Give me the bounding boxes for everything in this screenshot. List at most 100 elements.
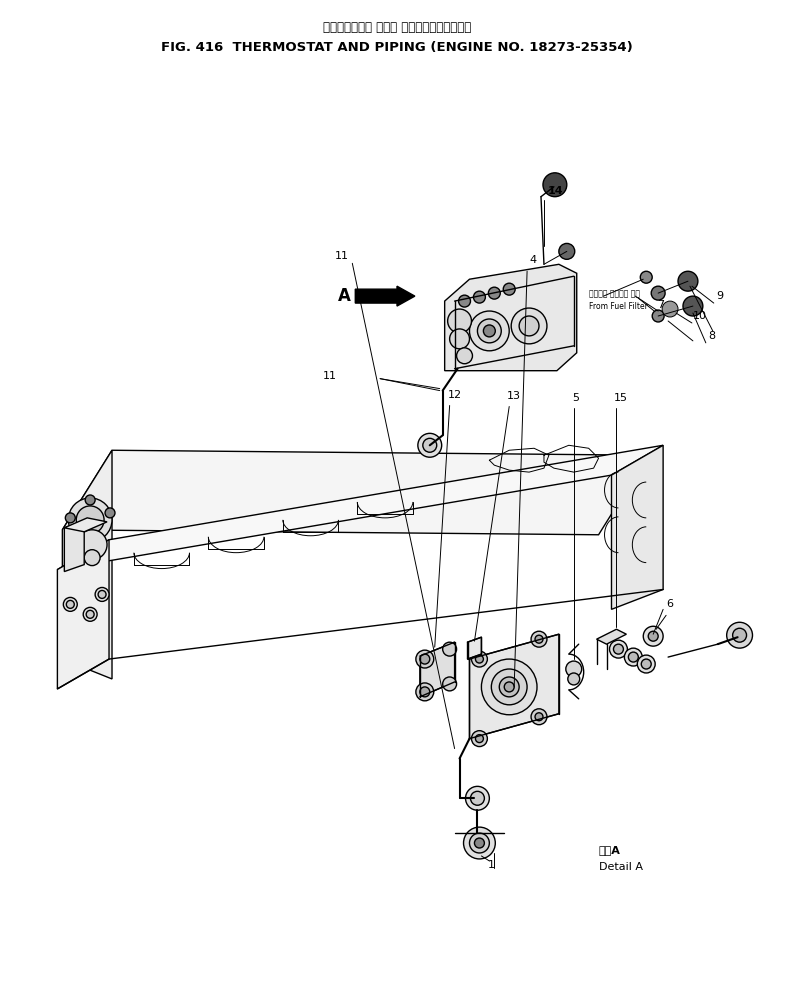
Circle shape [84, 550, 100, 566]
Text: 9: 9 [715, 291, 723, 301]
Circle shape [531, 631, 547, 647]
Circle shape [662, 301, 678, 317]
Polygon shape [57, 540, 109, 689]
Circle shape [511, 308, 547, 344]
Circle shape [491, 669, 527, 705]
Text: 6: 6 [666, 599, 673, 609]
Circle shape [98, 590, 106, 598]
Circle shape [628, 652, 638, 662]
Text: 7: 7 [657, 300, 665, 311]
Circle shape [64, 597, 77, 611]
Polygon shape [57, 445, 663, 570]
Circle shape [83, 607, 97, 621]
Circle shape [477, 319, 501, 343]
Circle shape [67, 600, 75, 608]
Circle shape [638, 655, 655, 673]
Circle shape [652, 310, 664, 322]
Circle shape [416, 650, 434, 668]
Text: サーモスタット および パイピング　適用号機: サーモスタット および パイピング 適用号機 [323, 21, 471, 34]
Polygon shape [445, 264, 576, 371]
Polygon shape [64, 521, 84, 572]
Polygon shape [64, 518, 107, 532]
Polygon shape [468, 637, 481, 659]
Circle shape [471, 791, 484, 805]
Circle shape [472, 731, 488, 747]
Circle shape [472, 651, 488, 667]
Circle shape [469, 833, 489, 853]
Text: 5: 5 [572, 393, 579, 403]
Circle shape [484, 325, 495, 337]
Text: A: A [337, 287, 350, 306]
Circle shape [476, 655, 484, 663]
Circle shape [651, 286, 665, 300]
Circle shape [469, 311, 509, 351]
Circle shape [416, 683, 434, 701]
Circle shape [733, 628, 746, 642]
Circle shape [643, 626, 663, 646]
Circle shape [457, 348, 472, 364]
Text: FIG. 416  THERMOSTAT AND PIPING (ENGINE NO. 18273-25354): FIG. 416 THERMOSTAT AND PIPING (ENGINE N… [161, 41, 633, 53]
Text: 10: 10 [693, 311, 707, 321]
Text: 12: 12 [448, 390, 462, 400]
Circle shape [683, 296, 703, 316]
Circle shape [65, 513, 75, 523]
Circle shape [543, 173, 567, 197]
Circle shape [449, 329, 469, 349]
Circle shape [642, 659, 651, 669]
Circle shape [423, 438, 437, 452]
Circle shape [481, 659, 537, 715]
Polygon shape [611, 445, 663, 609]
Text: 14: 14 [548, 186, 564, 196]
Text: 4: 4 [529, 255, 536, 265]
Circle shape [488, 287, 500, 299]
Circle shape [459, 295, 471, 307]
Circle shape [503, 283, 515, 295]
Circle shape [68, 498, 112, 542]
Text: 11: 11 [334, 251, 349, 261]
Circle shape [504, 682, 515, 692]
Circle shape [473, 291, 485, 303]
Circle shape [420, 654, 430, 664]
Text: 15: 15 [614, 393, 627, 403]
Circle shape [535, 635, 543, 643]
Text: フュエル フィルタ より: フュエル フィルタ より [588, 289, 640, 298]
Circle shape [105, 508, 115, 518]
Circle shape [85, 495, 95, 505]
Circle shape [727, 622, 753, 648]
Circle shape [420, 687, 430, 697]
Circle shape [476, 735, 484, 743]
Circle shape [443, 642, 457, 656]
Text: 詳細A: 詳細A [599, 845, 620, 854]
Circle shape [475, 838, 484, 848]
Circle shape [448, 309, 472, 333]
Circle shape [678, 271, 698, 291]
Text: From Fuel Filter: From Fuel Filter [588, 302, 648, 312]
Polygon shape [596, 629, 626, 644]
Circle shape [77, 530, 107, 560]
Circle shape [624, 648, 642, 666]
Polygon shape [469, 634, 559, 739]
Circle shape [465, 786, 489, 810]
FancyArrow shape [355, 286, 415, 306]
Circle shape [640, 271, 652, 283]
Text: 8: 8 [707, 331, 715, 341]
Circle shape [95, 587, 109, 601]
Circle shape [499, 676, 519, 697]
Text: 1: 1 [488, 859, 495, 870]
Circle shape [610, 640, 627, 658]
Circle shape [76, 506, 104, 534]
Circle shape [531, 709, 547, 725]
Circle shape [566, 661, 582, 676]
Circle shape [568, 673, 580, 685]
Polygon shape [63, 450, 648, 535]
Circle shape [559, 243, 575, 259]
Circle shape [464, 827, 495, 858]
Text: 13: 13 [507, 391, 521, 401]
Text: Detail A: Detail A [599, 861, 642, 872]
Circle shape [614, 644, 623, 654]
Circle shape [519, 316, 539, 336]
Circle shape [87, 610, 94, 618]
Circle shape [418, 433, 441, 457]
Circle shape [648, 631, 658, 641]
Circle shape [535, 713, 543, 721]
